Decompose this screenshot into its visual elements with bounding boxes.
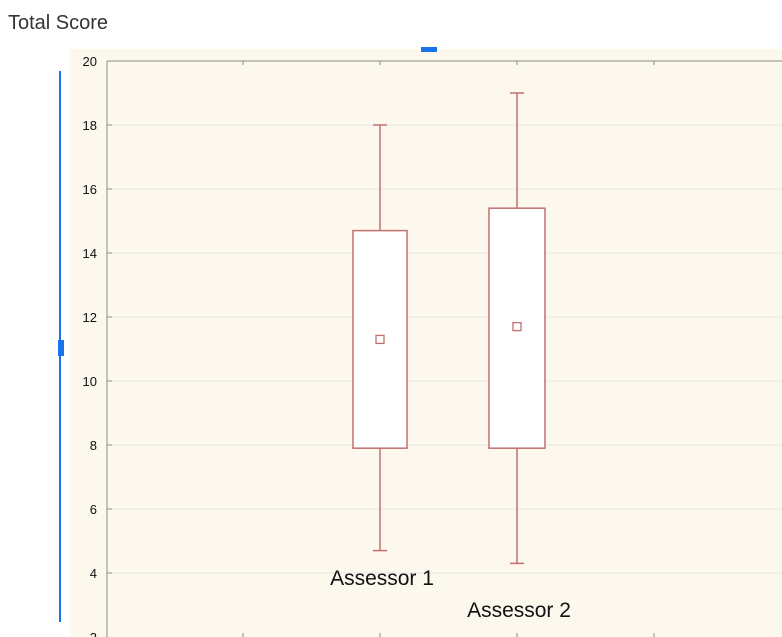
category-labels: Assessor 1 Assessor 2 (330, 567, 571, 622)
chart-title: Total Score (8, 12, 109, 34)
y-tick-label: 18 (83, 118, 97, 133)
y-tick-label: 8 (90, 438, 97, 453)
y-tick-label: 14 (83, 246, 97, 261)
box-1 (352, 124, 408, 552)
y-tick-label: 10 (83, 374, 97, 389)
grid-lines (107, 124, 782, 574)
mean-marker (512, 321, 522, 332)
axes (106, 60, 782, 637)
resize-handle-left[interactable] (58, 340, 64, 356)
y-tick-label: 4 (90, 566, 97, 581)
box-2 (488, 92, 546, 565)
category-label: Assessor 1 (330, 567, 434, 590)
y-tick-label: 6 (90, 502, 97, 517)
resize-handle-top[interactable] (421, 47, 437, 52)
y-tick-label: 20 (83, 54, 97, 69)
y-tick-label: 12 (83, 310, 97, 325)
y-tick-label: 16 (83, 182, 97, 197)
y-tick-label: 2 (90, 630, 97, 637)
mean-marker (375, 334, 385, 345)
boxes (352, 92, 546, 565)
y-axis-ticks: 4 6 8 10 12 14 16 18 20 2 (83, 54, 655, 637)
category-label: Assessor 2 (467, 599, 571, 622)
plot-background (70, 49, 782, 637)
